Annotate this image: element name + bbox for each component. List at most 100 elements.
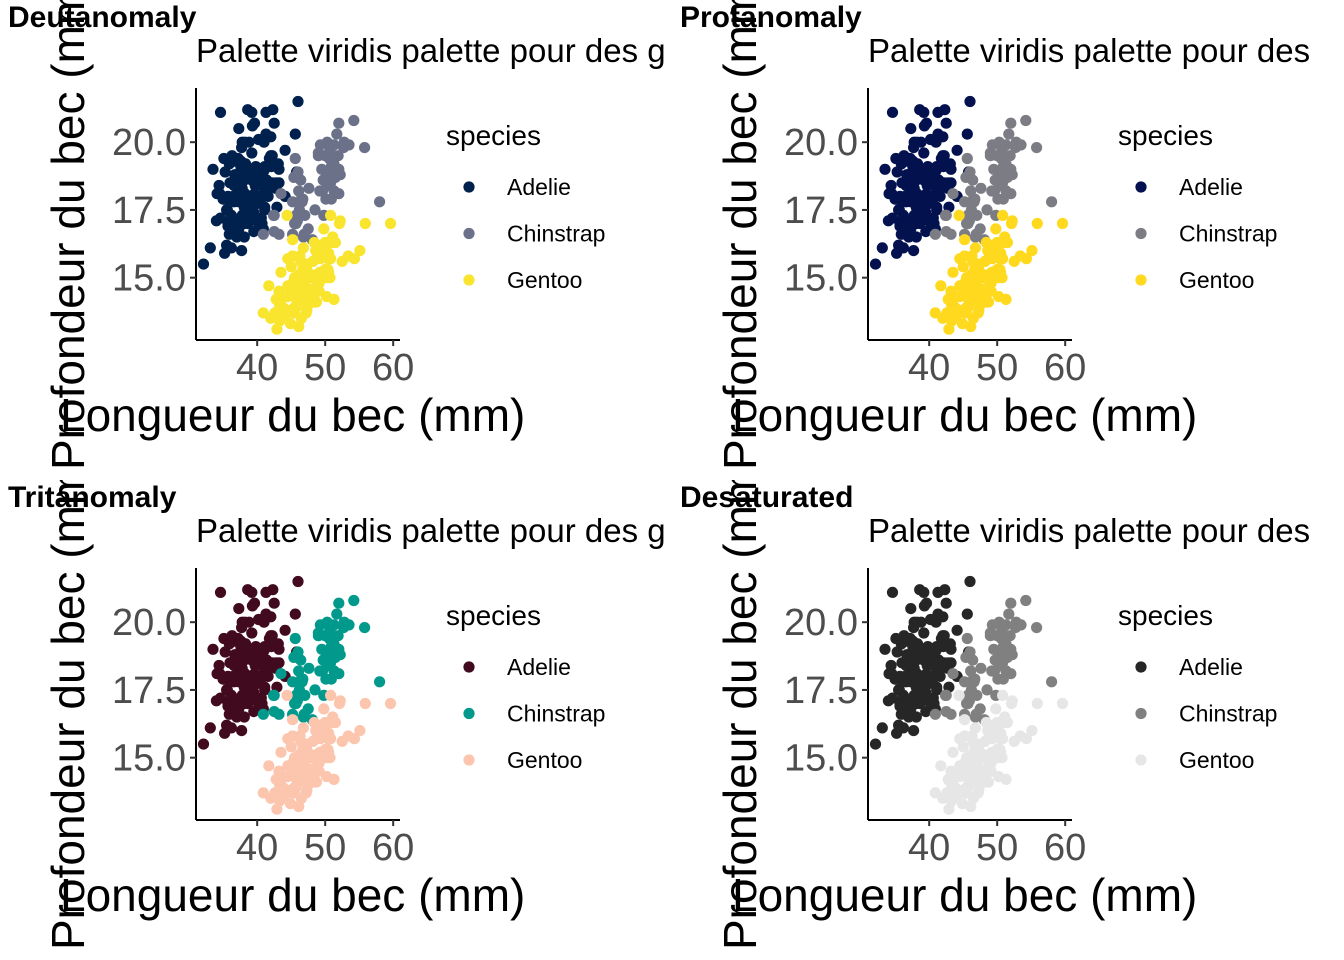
data-point-chinstrap [940,706,952,718]
data-point-chinstrap [374,676,386,688]
data-point-gentoo [943,323,955,335]
data-point-gentoo [956,304,969,316]
data-point-chinstrap [981,204,993,216]
data-point-chinstrap [961,632,973,645]
data-point-gentoo [323,746,335,758]
data-point-adelie [236,622,248,634]
legend-key-adelie [1135,181,1147,193]
data-point-adelie [292,575,304,588]
data-point-adelie [908,668,920,680]
data-point-chinstrap [331,128,343,140]
legend-key-chinstrap [463,707,475,720]
data-point-chinstrap [1006,649,1018,661]
data-point-chinstrap [959,676,971,688]
y-tick-label: 20.0 [784,602,858,644]
data-point-gentoo [263,280,275,292]
data-point-gentoo [318,242,331,254]
data-point-adelie [226,630,238,642]
data-point-gentoo [972,738,984,750]
data-point-adelie [876,722,888,734]
data-point-adelie [224,695,236,707]
data-point-gentoo [354,725,366,737]
data-point-adelie [292,95,304,108]
data-point-gentoo [329,716,341,729]
legend-label-adelie: Adelie [507,654,571,680]
data-point-chinstrap [1031,142,1043,154]
data-point-chinstrap [295,174,307,186]
data-point-adelie [246,106,258,118]
data-point-adelie [933,177,945,189]
data-point-chinstrap [321,651,333,663]
data-point-adelie [268,597,280,609]
data-point-adelie [233,603,245,615]
data-point-gentoo [956,318,969,330]
data-point-adelie [905,703,917,715]
panel-content: 40 50 60 15.0 17.5 20.0 Palette viridis palett… [42,0,666,470]
data-point-adelie [925,133,937,146]
data-point-adelie [204,722,216,734]
data-point-adelie [869,258,882,270]
data-point-gentoo [954,253,966,265]
data-point-gentoo [284,784,297,796]
data-point-adelie [891,247,903,259]
data-point-gentoo [342,250,354,262]
data-point-gentoo [300,738,312,750]
data-point-adelie [910,681,922,693]
data-point-gentoo [956,784,969,796]
data-point-adelie [249,193,261,205]
data-point-adelie [244,215,256,227]
data-point-gentoo [359,697,371,710]
data-point-gentoo [970,282,982,295]
y-tick-label: 17.5 [784,190,858,232]
data-point-gentoo [263,760,275,772]
legend-label-chinstrap: Chinstrap [507,221,605,247]
data-point-chinstrap [940,689,952,701]
y-tick-label: 20.0 [112,602,186,644]
data-point-adelie [905,123,917,135]
data-point-gentoo [281,689,293,701]
legend-label-adelie: Adelie [1179,174,1243,200]
data-point-gentoo [959,757,971,769]
data-point-gentoo [284,304,297,316]
data-point-adelie [912,158,924,170]
scatter-points [197,95,397,335]
data-point-gentoo [990,703,1002,715]
legend-label-adelie: Adelie [1179,654,1243,680]
data-point-gentoo [953,209,965,221]
data-point-adelie [910,201,922,213]
data-point-gentoo [384,697,397,710]
data-point-adelie [905,223,917,235]
data-point-chinstrap [334,169,346,181]
data-point-gentoo [946,288,958,300]
data-point-adelie [233,123,245,135]
y-tick-label: 15.0 [112,738,186,780]
data-point-adelie [246,586,258,598]
data-point-adelie [210,215,222,227]
data-point-adelie [253,133,265,146]
data-point-adelie [918,586,930,598]
data-point-gentoo [994,733,1006,745]
data-point-chinstrap [297,711,309,723]
data-point-gentoo [1001,236,1013,249]
data-point-gentoo [946,768,958,780]
data-point-adelie [266,630,278,642]
data-point-adelie [869,738,882,750]
data-point-gentoo [954,733,966,745]
data-point-gentoo [990,242,1003,254]
data-point-chinstrap [290,209,302,221]
data-point-adelie [246,174,258,186]
data-point-adelie [932,106,944,118]
data-point-chinstrap [1003,128,1015,140]
data-point-chinstrap [334,649,346,661]
data-point-gentoo [1006,215,1018,227]
data-point-chinstrap [996,624,1008,636]
data-point-adelie [246,654,258,666]
data-point-chinstrap [348,114,360,127]
legend: species Adelie Chinstrap Gentoo [1118,600,1277,773]
data-point-adelie [940,597,952,609]
data-point-chinstrap [316,185,329,197]
data-point-adelie [964,95,976,108]
panel-title: Protanomaly [680,1,862,34]
x-tick-label: 40 [908,347,950,389]
data-point-adelie [916,215,928,227]
